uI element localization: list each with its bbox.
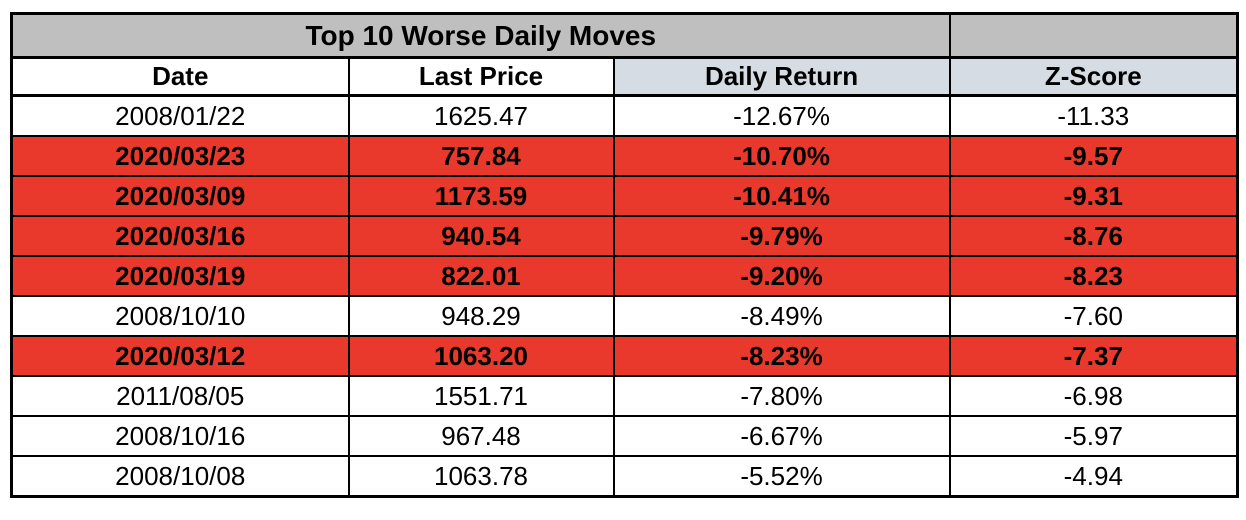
table-body: 2008/01/22 1625.47 -12.67% -11.33 2020/03/23… <box>10 94 1239 498</box>
cell-date: 2020/03/23 <box>10 135 350 177</box>
cell-z-score: -7.37 <box>948 335 1239 377</box>
cell-daily-return: -10.70% <box>612 135 951 177</box>
cell-last-price: 1063.78 <box>347 455 615 498</box>
column-header-last-price: Last Price <box>347 56 615 97</box>
table-row: 2020/03/16 940.54 -9.79% -8.76 <box>10 215 1239 257</box>
cell-daily-return: -7.80% <box>612 375 951 417</box>
cell-last-price: 757.84 <box>347 135 615 177</box>
cell-daily-return: -8.23% <box>612 335 951 377</box>
table-container: Top 10 Worse Daily Moves Date Last Price… <box>10 12 1240 498</box>
cell-daily-return: -9.20% <box>612 255 951 297</box>
title-spacer-cell <box>948 12 1239 59</box>
header-row: Date Last Price Daily Return Z-Score <box>10 56 1239 97</box>
cell-z-score: -8.23 <box>948 255 1239 297</box>
cell-daily-return: -6.67% <box>612 415 951 457</box>
cell-z-score: -7.60 <box>948 295 1239 337</box>
cell-last-price: 1551.71 <box>347 375 615 417</box>
table-row: 2020/03/12 1063.20 -8.23% -7.37 <box>10 335 1239 377</box>
cell-last-price: 822.01 <box>347 255 615 297</box>
cell-date: 2008/01/22 <box>10 94 350 137</box>
table-row: 2008/10/10 948.29 -8.49% -7.60 <box>10 295 1239 337</box>
cell-z-score: -4.94 <box>948 455 1239 498</box>
table-row: 2020/03/23 757.84 -10.70% -9.57 <box>10 135 1239 177</box>
table-title: Top 10 Worse Daily Moves <box>10 12 951 59</box>
cell-z-score: -9.31 <box>948 175 1239 217</box>
table-row: 2020/03/19 822.01 -9.20% -8.23 <box>10 255 1239 297</box>
cell-z-score: -11.33 <box>948 94 1239 137</box>
cell-last-price: 948.29 <box>347 295 615 337</box>
cell-z-score: -9.57 <box>948 135 1239 177</box>
cell-date: 2008/10/16 <box>10 415 350 457</box>
cell-daily-return: -10.41% <box>612 175 951 217</box>
cell-last-price: 940.54 <box>347 215 615 257</box>
column-header-daily-return: Daily Return <box>612 56 951 97</box>
cell-daily-return: -12.67% <box>612 94 951 137</box>
cell-last-price: 1625.47 <box>347 94 615 137</box>
cell-daily-return: -8.49% <box>612 295 951 337</box>
cell-date: 2008/10/08 <box>10 455 350 498</box>
cell-last-price: 1063.20 <box>347 335 615 377</box>
cell-last-price: 967.48 <box>347 415 615 457</box>
cell-z-score: -5.97 <box>948 415 1239 457</box>
cell-daily-return: -5.52% <box>612 455 951 498</box>
title-row: Top 10 Worse Daily Moves <box>10 12 1239 59</box>
cell-date: 2008/10/10 <box>10 295 350 337</box>
cell-z-score: -6.98 <box>948 375 1239 417</box>
worse-daily-moves-table: Top 10 Worse Daily Moves Date Last Price… <box>10 12 1240 498</box>
cell-date: 2020/03/16 <box>10 215 350 257</box>
table-row: 2008/01/22 1625.47 -12.67% -11.33 <box>10 94 1239 137</box>
column-header-date: Date <box>10 56 350 97</box>
cell-date: 2011/08/05 <box>10 375 350 417</box>
table-row: 2011/08/05 1551.71 -7.80% -6.98 <box>10 375 1239 417</box>
cell-daily-return: -9.79% <box>612 215 951 257</box>
table-row: 2020/03/09 1173.59 -10.41% -9.31 <box>10 175 1239 217</box>
cell-z-score: -8.76 <box>948 215 1239 257</box>
table-row: 2008/10/16 967.48 -6.67% -5.97 <box>10 415 1239 457</box>
cell-date: 2020/03/19 <box>10 255 350 297</box>
table-row: 2008/10/08 1063.78 -5.52% -4.94 <box>10 455 1239 498</box>
column-header-z-score: Z-Score <box>948 56 1239 97</box>
cell-date: 2020/03/12 <box>10 335 350 377</box>
cell-date: 2020/03/09 <box>10 175 350 217</box>
cell-last-price: 1173.59 <box>347 175 615 217</box>
